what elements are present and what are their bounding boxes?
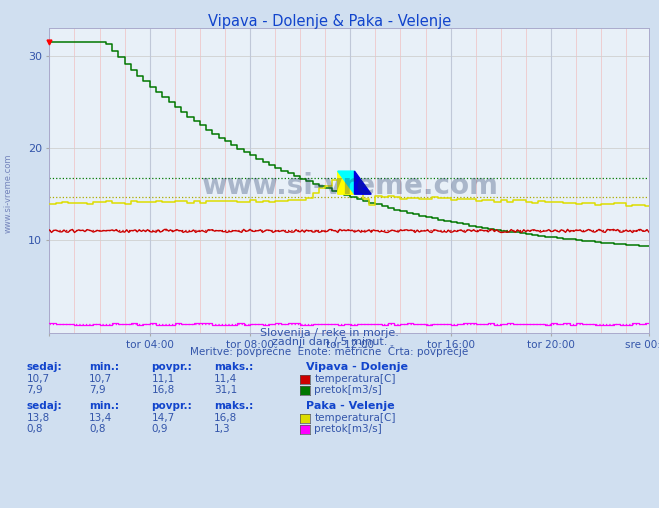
Text: 31,1: 31,1 [214,385,237,395]
Text: Meritve: povprečne  Enote: metrične  Črta: povprečje: Meritve: povprečne Enote: metrične Črta:… [190,344,469,357]
Text: www.si-vreme.com: www.si-vreme.com [201,172,498,201]
Text: 1,3: 1,3 [214,424,231,434]
Polygon shape [338,171,355,194]
Text: 7,9: 7,9 [26,385,43,395]
Text: min.:: min.: [89,401,119,411]
Polygon shape [355,171,371,194]
Text: pretok[m3/s]: pretok[m3/s] [314,424,382,434]
Polygon shape [338,171,355,194]
Text: 13,4: 13,4 [89,413,112,423]
Text: maks.:: maks.: [214,362,254,372]
Text: povpr.:: povpr.: [152,401,192,411]
Text: povpr.:: povpr.: [152,362,192,372]
Text: maks.:: maks.: [214,401,254,411]
Text: 10,7: 10,7 [26,374,49,384]
Text: Vipava - Dolenje & Paka - Velenje: Vipava - Dolenje & Paka - Velenje [208,14,451,29]
Text: 0,9: 0,9 [152,424,168,434]
Text: temperatura[C]: temperatura[C] [314,374,396,384]
Text: 11,4: 11,4 [214,374,237,384]
Text: min.:: min.: [89,362,119,372]
Text: 16,8: 16,8 [152,385,175,395]
Text: 7,9: 7,9 [89,385,105,395]
Text: zadnji dan / 5 minut.: zadnji dan / 5 minut. [272,337,387,347]
Text: 10,7: 10,7 [89,374,112,384]
Text: Paka - Velenje: Paka - Velenje [306,401,395,411]
Text: 16,8: 16,8 [214,413,237,423]
Text: sedaj:: sedaj: [26,362,62,372]
Text: Slovenija / reke in morje.: Slovenija / reke in morje. [260,328,399,338]
Text: temperatura[C]: temperatura[C] [314,413,396,423]
Text: 0,8: 0,8 [26,424,43,434]
Text: Vipava - Dolenje: Vipava - Dolenje [306,362,409,372]
Text: www.si-vreme.com: www.si-vreme.com [4,153,13,233]
Text: pretok[m3/s]: pretok[m3/s] [314,385,382,395]
Text: 13,8: 13,8 [26,413,49,423]
Text: 11,1: 11,1 [152,374,175,384]
Text: 0,8: 0,8 [89,424,105,434]
Text: 14,7: 14,7 [152,413,175,423]
Text: sedaj:: sedaj: [26,401,62,411]
